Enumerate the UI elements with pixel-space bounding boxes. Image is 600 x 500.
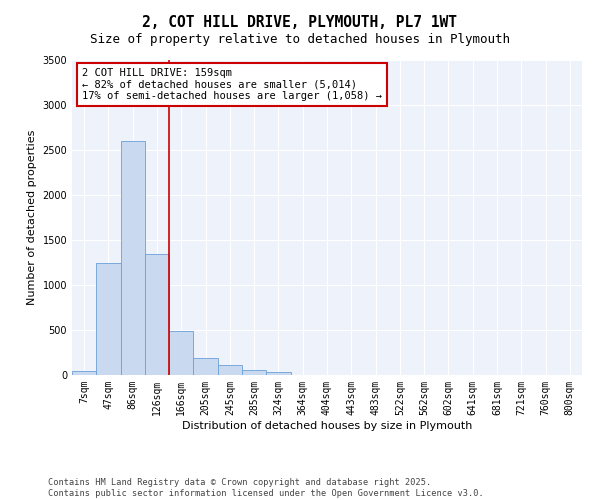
Text: Size of property relative to detached houses in Plymouth: Size of property relative to detached ho… [90, 32, 510, 46]
Text: 2 COT HILL DRIVE: 159sqm
← 82% of detached houses are smaller (5,014)
17% of sem: 2 COT HILL DRIVE: 159sqm ← 82% of detach… [82, 68, 382, 101]
Bar [169, 331, 193, 375]
Bar [218, 365, 242, 375]
Bar [145, 254, 169, 375]
Bar [193, 358, 218, 375]
Bar [72, 370, 96, 375]
Bar [121, 141, 145, 375]
Bar [96, 262, 121, 375]
Text: 2, COT HILL DRIVE, PLYMOUTH, PL7 1WT: 2, COT HILL DRIVE, PLYMOUTH, PL7 1WT [143, 15, 458, 30]
Bar [266, 372, 290, 375]
Bar [242, 370, 266, 375]
X-axis label: Distribution of detached houses by size in Plymouth: Distribution of detached houses by size … [182, 420, 472, 430]
Text: Contains HM Land Registry data © Crown copyright and database right 2025.
Contai: Contains HM Land Registry data © Crown c… [48, 478, 484, 498]
Y-axis label: Number of detached properties: Number of detached properties [27, 130, 37, 305]
